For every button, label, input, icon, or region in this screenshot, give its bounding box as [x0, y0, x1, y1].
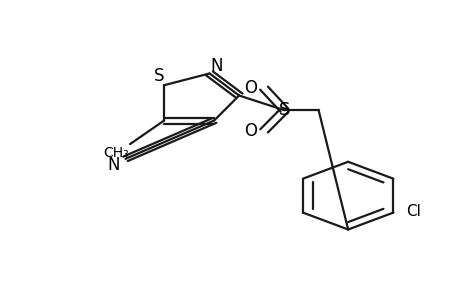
Text: CH₃: CH₃	[103, 146, 129, 160]
Text: S: S	[278, 101, 290, 119]
Text: N: N	[107, 156, 120, 174]
Text: Cl: Cl	[406, 204, 420, 219]
Text: N: N	[210, 57, 222, 75]
Text: O: O	[243, 79, 257, 97]
Text: O: O	[243, 122, 257, 140]
Text: S: S	[154, 68, 164, 85]
